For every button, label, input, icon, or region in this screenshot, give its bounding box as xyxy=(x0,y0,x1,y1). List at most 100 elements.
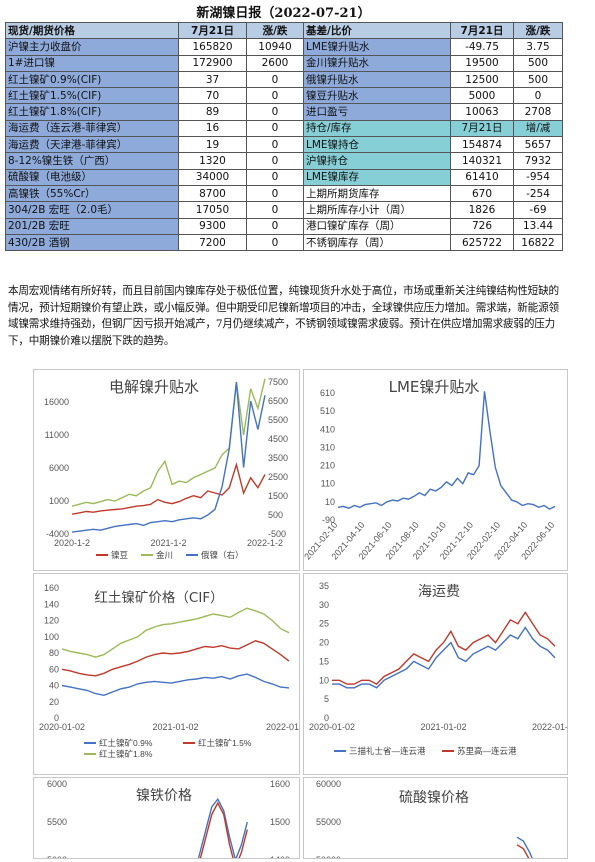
table-cell: 沪镍持仓 xyxy=(303,152,451,170)
table-cell: 726 xyxy=(450,217,514,235)
chart-nickel-pig-iron-price: 镍铁价格45005000550060001300140015001600 xyxy=(47,779,290,862)
y-tick-label: 10 xyxy=(325,497,335,507)
table-cell: 7月21日 xyxy=(178,21,247,40)
table-cell: LME镍持仓 xyxy=(303,136,451,154)
table-row: 201/2B 宏旺 9300 0 港口镍矿库存（周） 726 13.44 xyxy=(5,217,563,235)
y-tick-label: 20 xyxy=(49,697,59,707)
table-cell: 进口盈亏 xyxy=(303,103,451,121)
y-tick-label: 140 xyxy=(44,599,59,609)
table-cell: 上期所库存小计（周） xyxy=(303,201,451,219)
chart-panel-laterite-ore-price: 红土镍矿价格（CIF） 0 20 40 60 80 100 120 140 160 2020-01-… xyxy=(33,573,312,775)
table-cell: -254 xyxy=(513,184,563,203)
chart-panel-nickel-pig-iron-price: 镍铁价格45005000550060001300140015001600 xyxy=(33,777,300,862)
table-cell: 0 xyxy=(246,119,304,138)
y-tick-label: 16000 xyxy=(44,397,69,407)
table-row: 硫酸镍（电池级） 34000 0 LME镍库存 61410 -954 xyxy=(5,168,563,186)
table-cell: 670 xyxy=(450,184,514,203)
y-tick-label: 60 xyxy=(49,664,59,674)
table-header-row: 现货/期货价格 7月21日 涨/跌 基差/比价 7月21日 涨/跌 xyxy=(5,21,563,40)
table-cell: 9300 xyxy=(178,217,247,235)
table-cell: 89 xyxy=(178,103,247,121)
table-cell: 16 xyxy=(178,119,247,138)
chart-laterite-ore-price: 红土镍矿价格（CIF） 0 20 40 60 80 100 120 140 160 2020-01-… xyxy=(39,583,312,759)
table-cell: 不锈钢库存（周） xyxy=(303,233,451,252)
table-row: 304/2B 宏旺（2.0毛） 17050 0 上期所库存小计（周） 1826 -69 xyxy=(5,201,563,219)
y-tick-label: 15 xyxy=(319,656,329,666)
chart-panel-ocean-freight: 海运费 0 5 10 15 20 25 30 35 2020-01-02 2021-01-02 202… xyxy=(303,573,578,775)
table-cell: 37 xyxy=(178,70,247,89)
chart-panel-electrolytic-nickel-premium: 电解镍升贴水 -4000 1000 6000 11000 16000 -500 500 1500… xyxy=(33,369,300,571)
table-row: 海运费（天津港-菲律宾） 19 0 LME镍持仓 154874 5657 xyxy=(5,136,563,154)
table-cell: 2600 xyxy=(246,54,304,72)
table-cell: 红土镍矿1.5%(CIF) xyxy=(5,87,179,105)
y-tick-label: 80 xyxy=(49,648,59,658)
table-cell: 500 xyxy=(513,54,563,72)
y-tick-label: 5000 xyxy=(47,855,67,858)
series-line xyxy=(332,626,556,689)
y-tick-label: 20 xyxy=(319,638,329,648)
table-cell: -954 xyxy=(513,168,563,186)
table-cell: LME镍库存 xyxy=(303,168,451,186)
table-cell: 0 xyxy=(246,152,304,170)
table-cell: 12500 xyxy=(450,70,514,89)
table-cell: 涨/跌 xyxy=(513,21,563,40)
x-tick-label: 2022-01-02 xyxy=(532,722,567,732)
table-cell: 镍豆升贴水 xyxy=(303,87,451,105)
series-line xyxy=(71,462,266,515)
table-cell: 10063 xyxy=(450,103,514,121)
x-tick-label: 2021-1-2 xyxy=(150,538,186,548)
y-right-tick-label: 5500 xyxy=(268,415,288,425)
chart-title: 海运费 xyxy=(418,584,460,600)
table-cell: 625722 xyxy=(450,233,514,252)
legend-label: 三描礼士省—连云港 xyxy=(349,746,426,756)
legend-label: 红土镍矿1.8% xyxy=(99,749,153,759)
y-right-tick-label: -500 xyxy=(268,529,286,539)
table-row: 高镍铁（55%Cr） 8700 0 上期所期货库存 670 -254 xyxy=(5,184,563,203)
table-cell: 金川镍升贴水 xyxy=(303,54,451,72)
table-cell: 海运费（天津港-菲律宾） xyxy=(5,136,179,154)
table-row: 沪镍主力收盘价 165820 10940 LME镍升贴水 -49.75 3.75 xyxy=(5,38,563,56)
series-line xyxy=(61,640,290,677)
table-cell: 港口镍矿库存（周） xyxy=(303,217,451,235)
legend-label: 俄镍（右） xyxy=(201,550,244,560)
table-cell: 70 xyxy=(178,87,247,105)
report-title: 新湖镍日报（2022-07-21） xyxy=(196,6,371,21)
table-cell: 61410 xyxy=(450,168,514,186)
table-cell: 5000 xyxy=(450,87,514,105)
summary-paragraph: 本周宏观情绪有所好转，而且目前国内镍库存处于极低位置，纯镍现货升水处于高位，市场… xyxy=(8,285,559,347)
x-tick-label: 2020-01-02 xyxy=(309,722,355,732)
table-cell: 3.75 xyxy=(513,38,563,56)
table-cell: 0 xyxy=(246,168,304,186)
legend-label: 红土镍矿1.5% xyxy=(198,738,252,748)
series-line xyxy=(61,673,290,697)
table-cell: 201/2B 宏旺 xyxy=(5,217,179,235)
x-tick-label: 2020-1-2 xyxy=(54,538,90,548)
table-cell: 基差/比价 xyxy=(303,21,451,40)
table-cell: 34000 xyxy=(178,168,247,186)
table-cell: LME镍升贴水 xyxy=(303,38,451,56)
table-cell: 0 xyxy=(246,233,304,252)
table-cell: 500 xyxy=(513,70,563,89)
table-cell: 上期所期货库存 xyxy=(303,184,451,203)
table-cell: 0 xyxy=(246,87,304,105)
y-tick-label: 10 xyxy=(319,675,329,685)
table-row: 8-12%镍生铁（广西） 1320 0 沪镍持仓 140321 7932 xyxy=(5,152,563,170)
y-tick-label: 30 xyxy=(319,600,329,610)
x-tick-label: 2021-01-02 xyxy=(152,722,198,732)
table-cell: 154874 xyxy=(450,136,514,154)
table-cell: 17050 xyxy=(178,201,247,219)
table-cell: 7200 xyxy=(178,233,247,252)
y-tick-label: 610 xyxy=(320,388,335,398)
table-row: 红土镍矿0.9%(CIF) 37 0 俄镍升贴水 12500 500 xyxy=(5,70,563,89)
table-cell: 1#进口镍 xyxy=(5,54,179,72)
y-tick-label: 5500 xyxy=(47,817,67,827)
y-right-tick-label: 4500 xyxy=(268,434,288,444)
chart-title: 电解镍升贴水 xyxy=(109,378,199,396)
table-cell: 2708 xyxy=(513,103,563,121)
table-row: 红土镍矿1.8%(CIF) 89 0 进口盈亏 10063 2708 xyxy=(5,103,563,121)
x-tick-label: 2022-01-02 xyxy=(266,722,299,732)
table-cell: 俄镍升贴水 xyxy=(303,70,451,89)
y-tick-label: 100 xyxy=(44,632,59,642)
y-tick-label: 1000 xyxy=(49,496,69,506)
